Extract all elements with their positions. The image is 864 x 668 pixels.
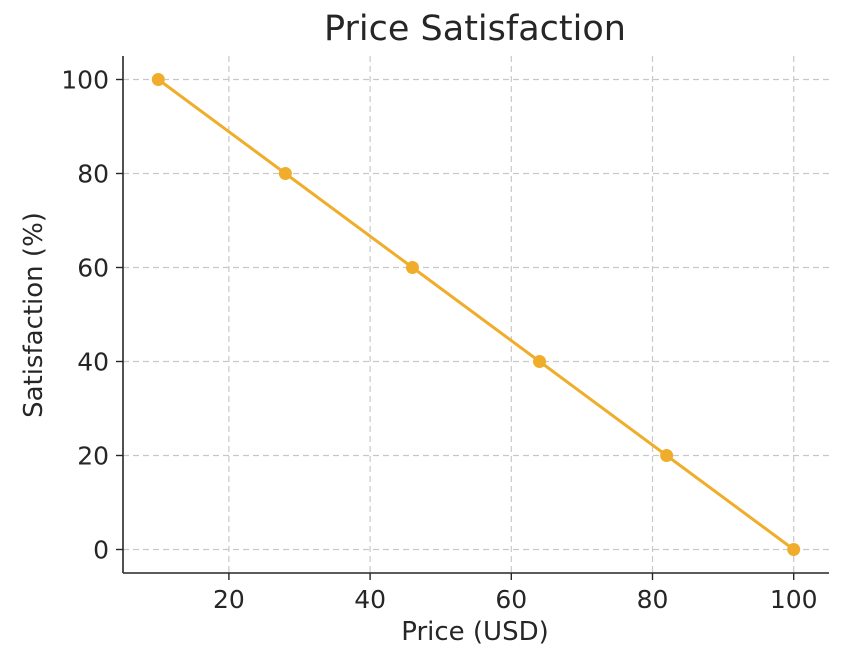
- data-point: [533, 355, 547, 368]
- x-tick-label: 100: [770, 585, 818, 614]
- y-tick-label: 100: [61, 66, 109, 95]
- data-point: [405, 261, 419, 274]
- chart-title: Price Satisfaction: [324, 9, 626, 49]
- data-point: [278, 167, 292, 180]
- ticks: 20 40 60 80 100 0 20 40 60 80 100: [61, 66, 817, 615]
- y-tick-label: 60: [77, 254, 109, 283]
- y-tick-label: 40: [77, 348, 109, 377]
- x-tick-label: 80: [637, 585, 669, 614]
- y-axis-label: Satisfaction (%): [19, 212, 49, 418]
- x-axis-label: Price (USD): [401, 617, 549, 647]
- data-point: [151, 73, 165, 86]
- x-tick-label: 40: [354, 585, 386, 614]
- series-line: [156, 78, 796, 551]
- y-tick-label: 20: [77, 442, 109, 471]
- y-tick-label: 80: [77, 160, 109, 189]
- series: [151, 73, 801, 556]
- y-tick-label: 0: [93, 536, 109, 565]
- axes: [122, 56, 829, 574]
- data-point: [787, 543, 801, 556]
- grid: [123, 56, 829, 573]
- x-tick-label: 20: [213, 585, 245, 614]
- data-point: [660, 449, 674, 462]
- x-tick-label: 60: [495, 585, 527, 614]
